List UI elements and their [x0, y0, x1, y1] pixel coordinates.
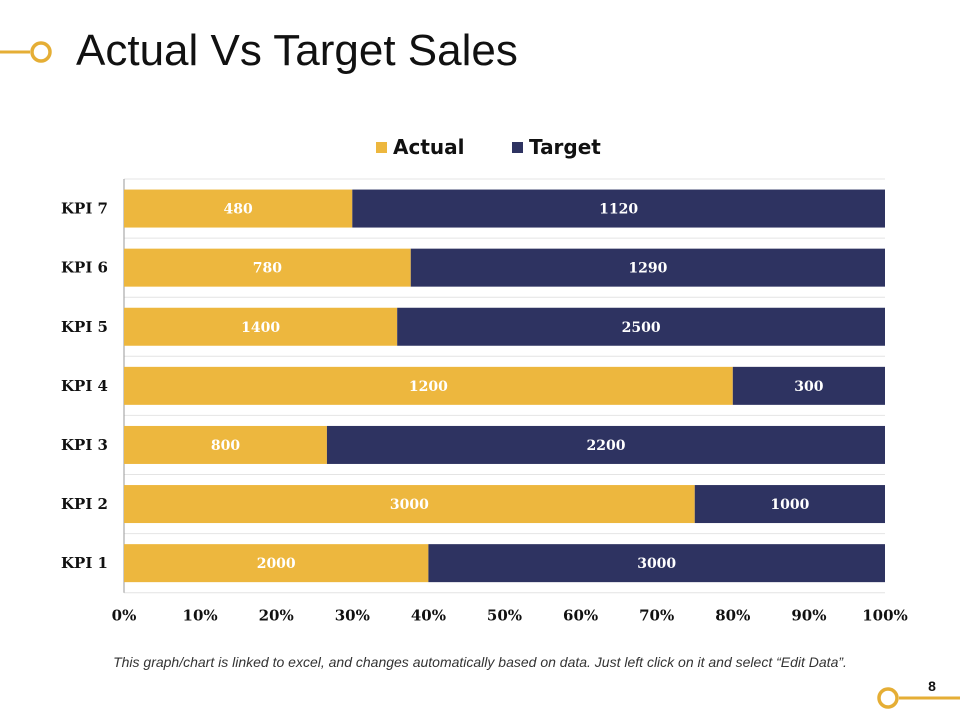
footer-accent-icon — [877, 687, 960, 709]
bar-actual-kpi5 — [124, 307, 398, 346]
bar-target-kpi5 — [397, 307, 885, 346]
y-tick-label: KPI 6 — [61, 259, 108, 277]
x-tick-label: 0% — [112, 607, 137, 625]
stacked-bar-chart[interactable]: Actual Target 2000 3000 KPI 1 3000 1000 KPI 2 80… — [0, 120, 960, 640]
data-label: 2500 — [622, 320, 661, 336]
data-label: 1000 — [770, 497, 809, 513]
x-tick-label: 60% — [563, 607, 598, 625]
bar-actual-kpi6 — [124, 248, 411, 287]
legend-swatch-actual — [376, 142, 387, 153]
bar-target-kpi1 — [428, 544, 885, 583]
x-tick-label: 90% — [791, 607, 826, 625]
y-tick-label: KPI 5 — [61, 318, 108, 336]
data-label: 300 — [794, 379, 823, 395]
x-tick-label: 40% — [411, 607, 446, 625]
x-tick-label: 70% — [639, 607, 674, 625]
y-tick-label: KPI 1 — [61, 554, 108, 572]
x-tick-label: 100% — [862, 607, 908, 625]
x-tick-label: 30% — [335, 607, 370, 625]
page-number: 8 — [928, 678, 936, 694]
x-tick-label: 80% — [715, 607, 750, 625]
y-tick-label: KPI 2 — [61, 495, 108, 513]
bar-actual-kpi3 — [124, 425, 327, 464]
data-label: 3000 — [390, 497, 429, 513]
y-tick-label: KPI 3 — [61, 436, 108, 454]
legend-label-actual: Actual — [393, 135, 464, 159]
y-tick-label: KPI 4 — [61, 377, 108, 395]
legend-label-target: Target — [529, 135, 601, 159]
bar-actual-kpi2 — [124, 485, 695, 524]
x-tick-label: 20% — [259, 607, 294, 625]
bar-actual-kpi7 — [124, 189, 353, 228]
bar-target-kpi3 — [326, 425, 885, 464]
data-label: 480 — [224, 202, 253, 218]
data-label: 780 — [253, 261, 282, 277]
bar-actual-kpi4 — [124, 366, 733, 405]
bar-actual-kpi1 — [124, 544, 429, 583]
chart-caption: This graph/chart is linked to excel, and… — [113, 654, 847, 670]
data-label: 2000 — [257, 556, 296, 572]
data-label: 1120 — [599, 202, 638, 218]
data-label: 1400 — [241, 320, 280, 336]
data-label: 800 — [211, 438, 240, 454]
legend-swatch-target — [512, 142, 523, 153]
bar-target-kpi4 — [732, 366, 885, 405]
bar-target-kpi6 — [410, 248, 885, 287]
data-label: 2200 — [586, 438, 625, 454]
page-title: Actual Vs Target Sales — [76, 26, 518, 75]
bar-target-kpi2 — [694, 485, 885, 524]
x-tick-label: 10% — [183, 607, 218, 625]
data-label: 3000 — [637, 556, 676, 572]
title-accent-icon — [0, 41, 52, 63]
x-tick-label: 50% — [487, 607, 522, 625]
bar-target-kpi7 — [352, 189, 885, 228]
y-tick-label: KPI 7 — [61, 200, 108, 218]
data-label: 1200 — [409, 379, 448, 395]
data-label: 1290 — [628, 261, 667, 277]
